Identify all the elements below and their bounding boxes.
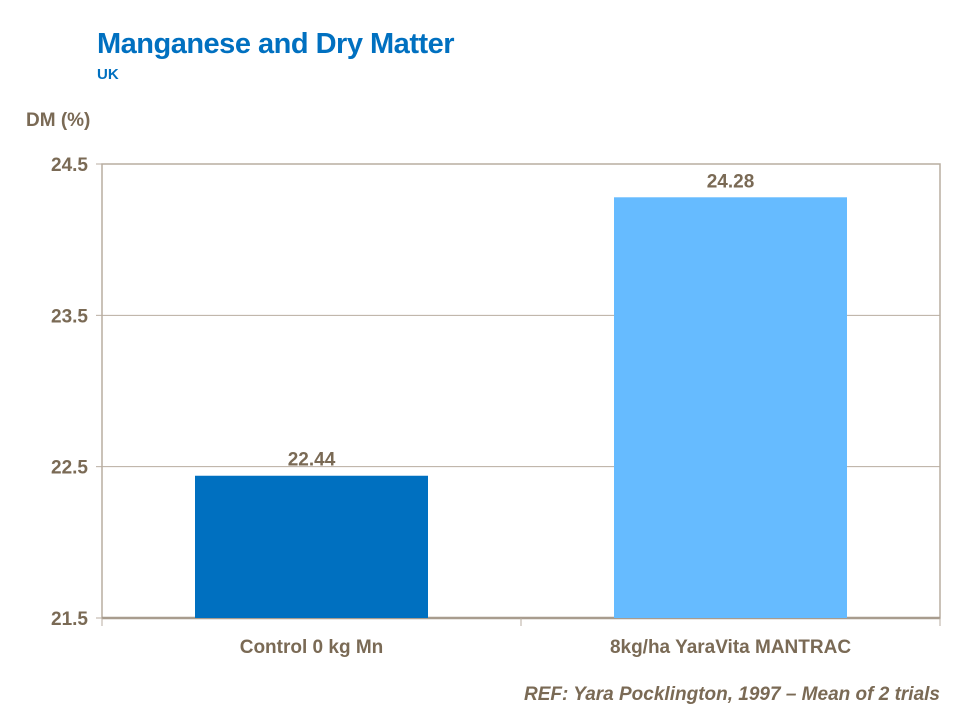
- y-tick-label: 21.5: [51, 609, 88, 630]
- data-label: 22.44: [288, 450, 336, 471]
- y-tick-label: 23.5: [51, 306, 88, 327]
- chart-title: Manganese and Dry Matter: [97, 28, 455, 60]
- bar: [195, 475, 428, 618]
- x-tick-label: Control 0 kg Mn: [240, 637, 384, 658]
- y-axis-label: DM (%): [26, 110, 91, 131]
- chart-subtitle: UK: [97, 66, 119, 83]
- y-tick-label: 24.5: [51, 155, 88, 176]
- data-label: 24.28: [707, 171, 755, 192]
- reference-note: REF: Yara Pocklington, 1997 – Mean of 2 …: [523, 684, 940, 705]
- bar: [614, 197, 847, 618]
- y-tick-label: 22.5: [51, 458, 88, 479]
- x-tick-label: 8kg/ha YaraVita MANTRAC: [610, 637, 851, 658]
